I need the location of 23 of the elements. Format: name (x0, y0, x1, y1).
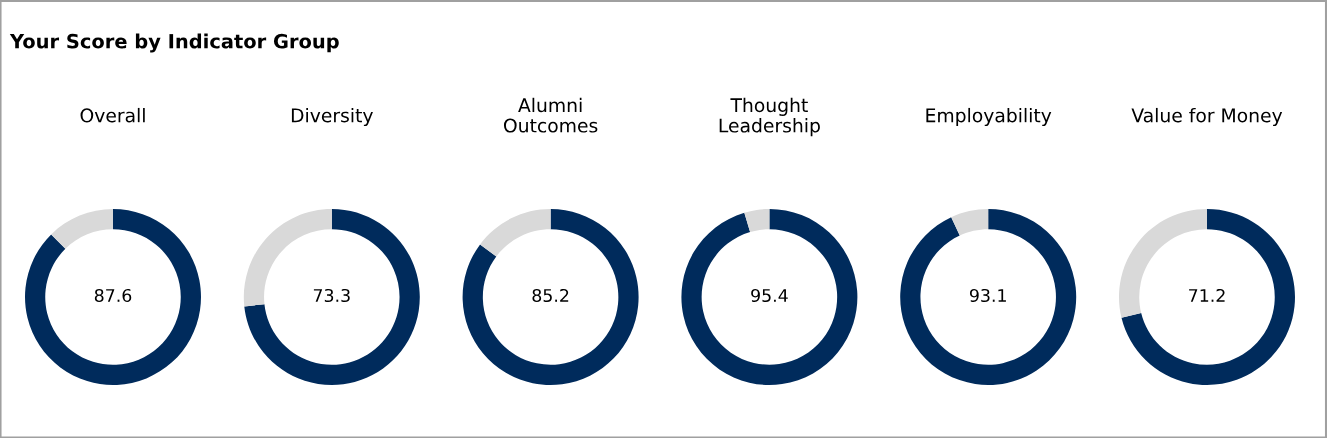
donut-slice (25, 209, 201, 385)
donut-slice (1121, 209, 1295, 385)
text: Your Score by Indicator Group (9, 33, 339, 53)
donut-slice (744, 209, 770, 233)
text: 93.1 (969, 288, 1006, 303)
text: 95.4 (751, 288, 788, 303)
chart-title: Diversity (291, 107, 373, 127)
text: 87.6 (94, 288, 132, 303)
chart-title: Employability (926, 107, 1052, 127)
text: 71.2 (1189, 288, 1225, 302)
chart-title: Value for Money (1131, 107, 1283, 127)
donut-slice (462, 209, 639, 385)
donut-slice (51, 209, 113, 249)
chart-title: Overall (80, 107, 145, 123)
donut-slice (900, 209, 1077, 385)
chart-title: Thought Leadership (719, 97, 820, 137)
donut-slice (951, 209, 989, 236)
text: 85.2 (532, 288, 569, 303)
donut-slice (244, 209, 420, 385)
donut-slice (681, 209, 858, 385)
text: 73.3 (313, 288, 350, 303)
chart-title: Alumni Outcomes (503, 97, 598, 133)
donut-slice (480, 209, 551, 257)
